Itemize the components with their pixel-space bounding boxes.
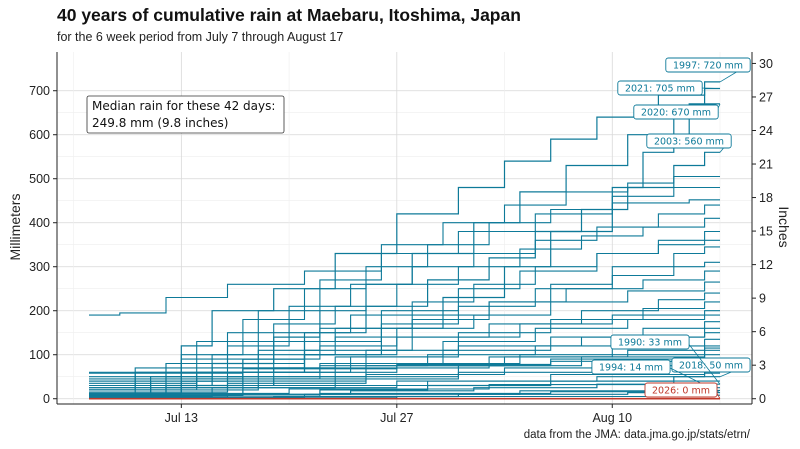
series-label: 1990: 33 mm xyxy=(618,338,682,349)
x-tick-label: Jul 13 xyxy=(165,411,198,425)
series-line-2 xyxy=(89,186,720,387)
y-tick-label: 400 xyxy=(29,216,50,230)
series-line-31 xyxy=(89,347,720,373)
series-label: 1994: 14 mm xyxy=(599,363,663,374)
x-tick-label: Jul 27 xyxy=(380,411,413,425)
y2-tick-label: 30 xyxy=(759,57,773,71)
series-label-box xyxy=(644,382,718,398)
series-labels: 1997: 720 mm 2021: 705 mm 2020: 670 mm 2003… xyxy=(591,57,751,399)
x-tick-label: Aug 10 xyxy=(592,411,632,425)
median-annotation-line1: Median rain for these 42 days: xyxy=(92,99,275,113)
label-leader xyxy=(686,341,721,385)
labeled-series-line-4 xyxy=(89,376,720,399)
y2-tick-label: 18 xyxy=(759,191,773,205)
y-tick-label: 0 xyxy=(43,392,50,406)
series-line-1 xyxy=(89,175,720,391)
series-label: 2018: 50 mm xyxy=(679,361,743,372)
series-line-25 xyxy=(89,372,720,391)
axes: 0 100 200 300 400 500 600 700 0 3 6 9 12 15 18 21 24 27 30… xyxy=(29,52,773,425)
labeled-series-line-5 xyxy=(89,383,720,398)
y-tick-label: 700 xyxy=(29,84,50,98)
series-label-box xyxy=(610,334,690,350)
series-lines xyxy=(89,81,720,400)
series-label-box xyxy=(671,357,751,373)
series-label: 2020: 670 mm xyxy=(641,108,711,119)
y-tick-label: 300 xyxy=(29,260,50,274)
y2-tick-label: 9 xyxy=(759,292,766,306)
y-axis-title-right: Inches xyxy=(776,206,792,247)
median-annotation: Median rain for these 42 days: 249.8 mm … xyxy=(86,95,285,134)
median-annotation-line2: 249.8 mm (9.8 inches) xyxy=(92,116,228,130)
series-label-box xyxy=(646,133,732,149)
labeled-series-line-2 xyxy=(89,103,720,396)
y2-tick-label: 3 xyxy=(759,359,766,373)
y-tick-label: 600 xyxy=(29,128,50,142)
y2-tick-label: 6 xyxy=(759,325,766,339)
y-tick-label: 500 xyxy=(29,172,50,186)
chart-subtitle: for the 6 week period from July 7 throug… xyxy=(57,30,344,44)
series-label: 1997: 720 mm xyxy=(673,61,743,72)
chart-title: 40 years of cumulative rain at Maebaru, … xyxy=(57,5,521,25)
y-tick-label: 200 xyxy=(29,304,50,318)
series-label: 2026: 0 mm xyxy=(652,386,710,397)
series-label-box xyxy=(591,359,671,375)
series-label: 2021: 705 mm xyxy=(625,84,695,95)
y2-tick-label: 21 xyxy=(759,158,773,172)
y2-tick-label: 15 xyxy=(759,225,773,239)
y2-tick-label: 0 xyxy=(759,392,766,406)
series-label-box xyxy=(617,80,703,96)
series-line-0 xyxy=(89,199,720,316)
y-tick-label: 100 xyxy=(29,348,50,362)
series-label-box xyxy=(633,104,719,120)
median-annotation-box xyxy=(86,95,285,134)
y2-tick-label: 27 xyxy=(759,90,773,104)
label-leader xyxy=(700,87,721,89)
y-axis-title-left: Millimeters xyxy=(7,194,23,261)
series-label: 2003: 560 mm xyxy=(654,137,724,148)
series-label-box xyxy=(665,57,751,73)
labeled-series-line-3 xyxy=(89,151,720,398)
y2-tick-label: 24 xyxy=(759,124,773,138)
chart-caption: data from the JMA: data.jma.go.jp/stats/… xyxy=(523,429,750,441)
y2-tick-label: 12 xyxy=(759,258,773,272)
